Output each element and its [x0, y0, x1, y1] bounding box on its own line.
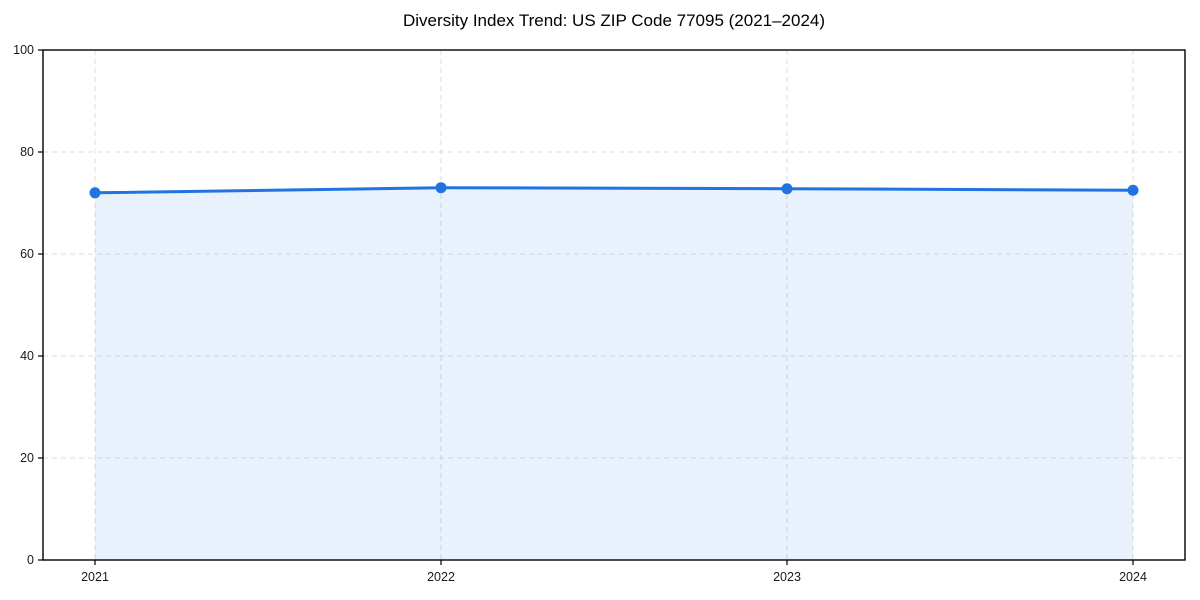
- y-tick-label: 100: [13, 43, 34, 57]
- axes-layer: [38, 49, 1186, 565]
- x-tick-label: 2021: [81, 570, 109, 584]
- tick-labels-layer: 0 20 40 60 80 100 2021 2022 2023 2024: [13, 43, 1147, 584]
- y-tick-label: 0: [27, 553, 34, 567]
- trend-line-layer: [89, 182, 1139, 199]
- data-point-2021: [89, 187, 101, 199]
- area-fill-layer: [95, 187, 1133, 560]
- y-tick-label: 80: [20, 145, 34, 159]
- x-tick-label: 2024: [1119, 570, 1147, 584]
- data-point-2022: [435, 182, 447, 194]
- y-tick-label: 40: [20, 349, 34, 363]
- data-point-2023: [781, 183, 793, 195]
- x-tick-label: 2022: [427, 570, 455, 584]
- area-fill: [95, 187, 1133, 560]
- trend-line: [93, 186, 1135, 195]
- data-point-2024: [1127, 184, 1139, 196]
- y-tick-label: 20: [20, 451, 34, 465]
- x-tick-label: 2023: [773, 570, 801, 584]
- chart-title: Diversity Index Trend: US ZIP Code 77095…: [403, 11, 825, 30]
- plot-border: [42, 49, 1186, 561]
- y-tick-label: 60: [20, 247, 34, 261]
- gridlines: [43, 50, 1185, 560]
